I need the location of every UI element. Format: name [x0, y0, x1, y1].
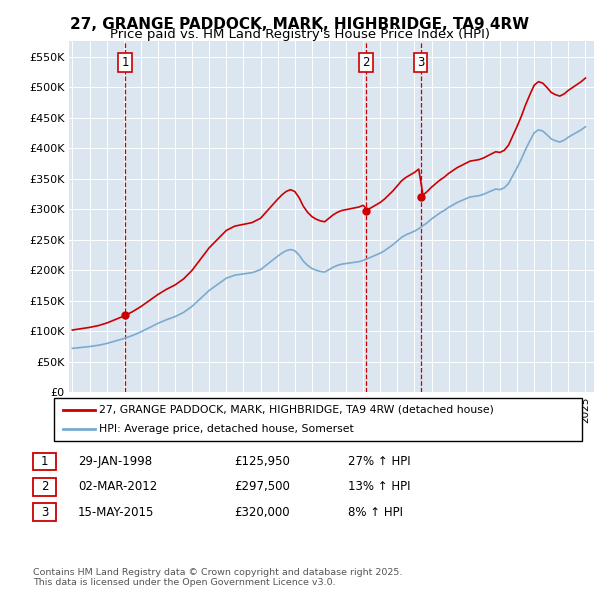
Text: 3: 3	[41, 506, 48, 519]
Text: £297,500: £297,500	[234, 480, 290, 493]
Text: Price paid vs. HM Land Registry's House Price Index (HPI): Price paid vs. HM Land Registry's House …	[110, 28, 490, 41]
Text: Contains HM Land Registry data © Crown copyright and database right 2025.
This d: Contains HM Land Registry data © Crown c…	[33, 568, 403, 587]
Text: 2: 2	[362, 56, 370, 69]
Text: 29-JAN-1998: 29-JAN-1998	[78, 455, 152, 468]
Text: 27, GRANGE PADDOCK, MARK, HIGHBRIDGE, TA9 4RW (detached house): 27, GRANGE PADDOCK, MARK, HIGHBRIDGE, TA…	[99, 405, 494, 415]
Text: £320,000: £320,000	[234, 506, 290, 519]
Text: 27% ↑ HPI: 27% ↑ HPI	[348, 455, 410, 468]
Text: £125,950: £125,950	[234, 455, 290, 468]
Text: HPI: Average price, detached house, Somerset: HPI: Average price, detached house, Some…	[99, 424, 354, 434]
Text: 2: 2	[41, 480, 48, 493]
Text: 27, GRANGE PADDOCK, MARK, HIGHBRIDGE, TA9 4RW: 27, GRANGE PADDOCK, MARK, HIGHBRIDGE, TA…	[70, 17, 530, 31]
Text: 15-MAY-2015: 15-MAY-2015	[78, 506, 154, 519]
Text: 1: 1	[41, 455, 48, 468]
Text: 3: 3	[417, 56, 424, 69]
Text: 1: 1	[121, 56, 129, 69]
Text: 13% ↑ HPI: 13% ↑ HPI	[348, 480, 410, 493]
Text: 8% ↑ HPI: 8% ↑ HPI	[348, 506, 403, 519]
Text: 02-MAR-2012: 02-MAR-2012	[78, 480, 157, 493]
